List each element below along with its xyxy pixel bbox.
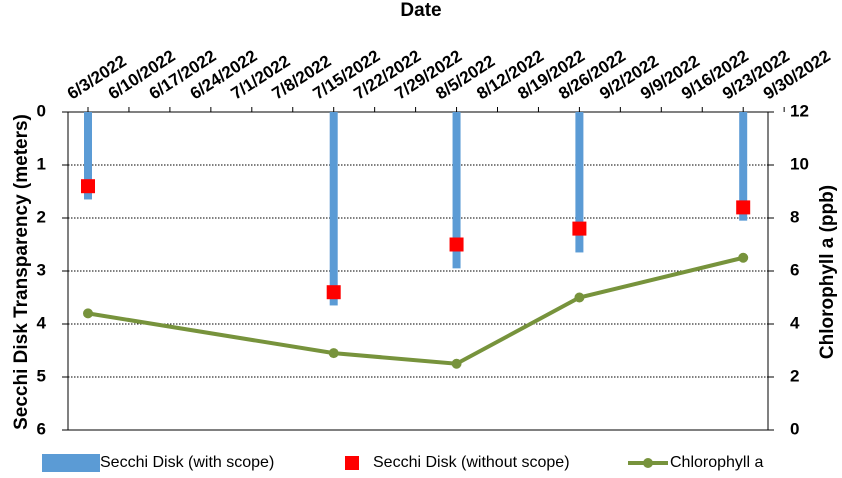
line-marker (451, 358, 462, 369)
marker (81, 179, 95, 194)
y2-tick-label: 8 (790, 207, 799, 226)
x-axis-label: Date (400, 0, 441, 21)
line (87, 255, 744, 366)
legend-label: Chlorophyll a (670, 454, 763, 471)
y-axis-label: Secchi Disk Transparency (meters) (11, 114, 32, 430)
y-tick-label: 3 (37, 260, 46, 279)
y-tick-label: 4 (37, 313, 47, 332)
y-tick-label: 0 (37, 101, 46, 120)
marker (572, 221, 587, 236)
legend-swatch (42, 454, 100, 472)
y2-axis-label: Chlorophyll a (ppb) (817, 185, 838, 359)
legend-swatch (345, 456, 359, 470)
bar (739, 112, 748, 221)
legend-label: Secchi Disk (with scope) (100, 454, 274, 471)
marker (449, 237, 464, 252)
y-tick-label: 5 (37, 366, 46, 385)
line-marker (83, 308, 93, 319)
y-tick-label: 6 (37, 419, 46, 438)
bar (575, 112, 584, 253)
marker (736, 200, 751, 215)
y2-tick-label: 0 (790, 419, 799, 438)
legend-label: Secchi Disk (without scope) (373, 454, 570, 471)
line-marker (574, 292, 585, 303)
y2-tick-label: 10 (790, 154, 809, 173)
bar (452, 112, 461, 269)
y2-tick-label: 4 (790, 313, 800, 332)
marker (326, 285, 341, 300)
y2-tick-label: 6 (790, 260, 799, 279)
y-tick-label: 2 (37, 207, 46, 226)
line-marker (328, 348, 339, 359)
line-marker (738, 252, 749, 263)
y2-tick-label: 2 (790, 366, 799, 385)
bar (329, 112, 338, 306)
y2-tick-label: 12 (790, 101, 809, 120)
legend-swatch (643, 458, 653, 468)
y-tick-label: 1 (37, 154, 46, 173)
bar (84, 112, 92, 200)
